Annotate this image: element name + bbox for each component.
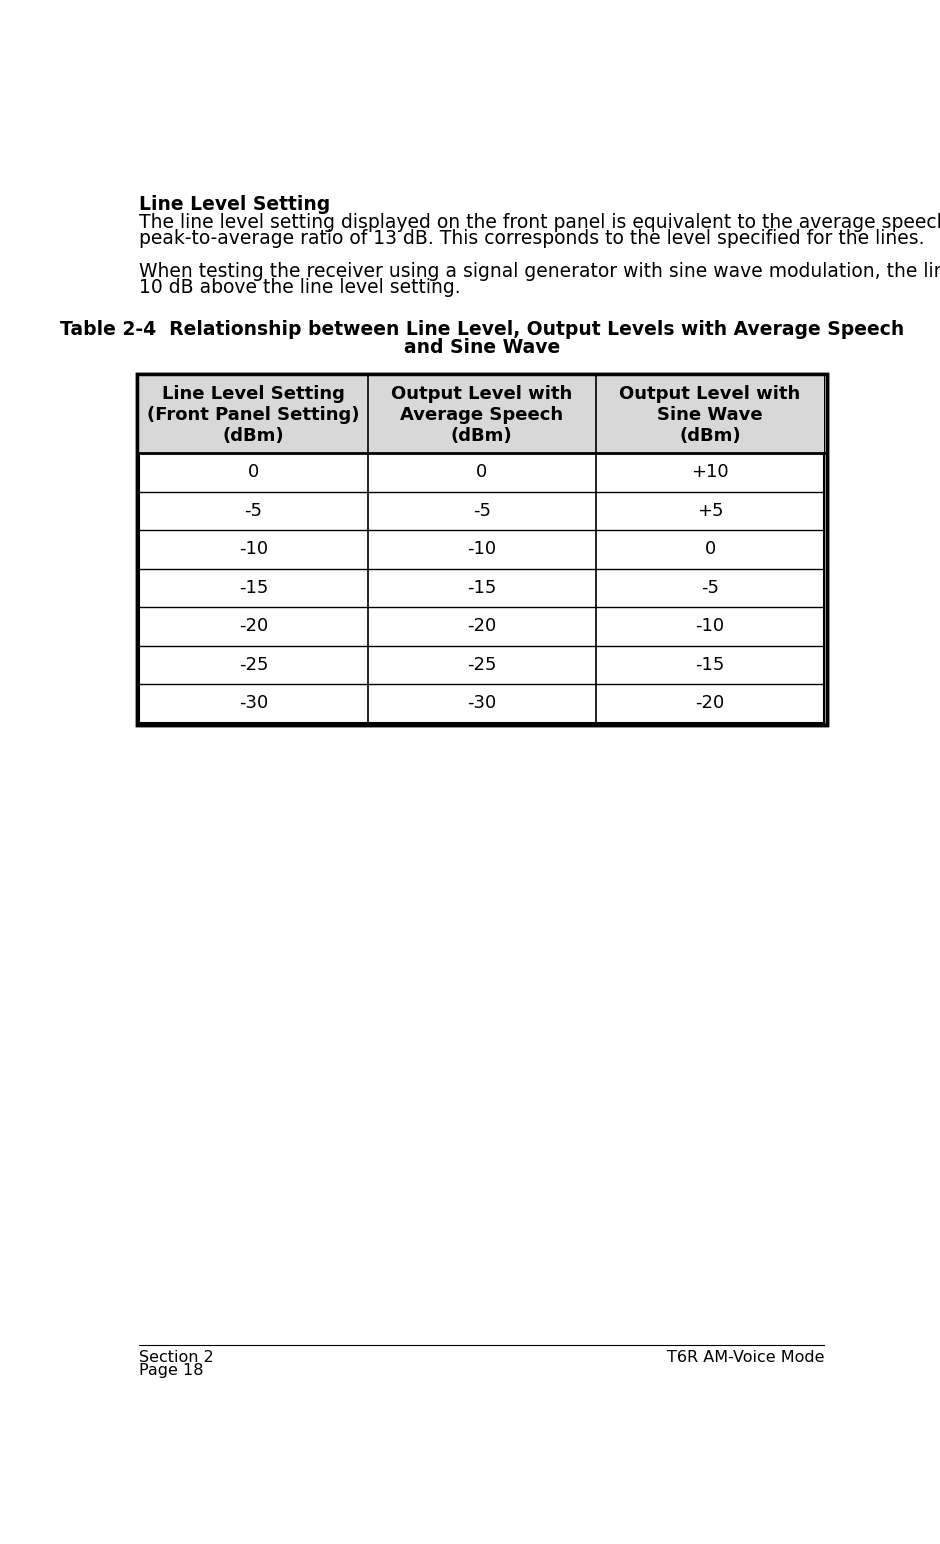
Text: and Sine Wave: and Sine Wave (403, 338, 560, 357)
Text: -10: -10 (239, 540, 268, 559)
Text: Line Level Setting: Line Level Setting (139, 195, 331, 213)
Text: -15: -15 (696, 656, 725, 675)
Text: -25: -25 (467, 656, 496, 675)
Text: +10: +10 (691, 463, 728, 482)
Text: -25: -25 (239, 656, 268, 675)
Text: peak-to-average ratio of 13 dB. This corresponds to the level specified for the : peak-to-average ratio of 13 dB. This cor… (139, 229, 925, 249)
Text: Output Level with
Average Speech
(dBm): Output Level with Average Speech (dBm) (391, 384, 572, 445)
Text: Output Level with
Sine Wave
(dBm): Output Level with Sine Wave (dBm) (619, 384, 801, 445)
Text: 10 dB above the line level setting.: 10 dB above the line level setting. (139, 278, 461, 298)
Bar (139, 377, 824, 723)
Text: -10: -10 (467, 540, 496, 559)
Text: -20: -20 (696, 695, 725, 712)
Bar (137, 374, 826, 726)
Text: -5: -5 (244, 502, 262, 520)
Text: -5: -5 (473, 502, 491, 520)
Text: 0: 0 (248, 463, 259, 482)
Text: -20: -20 (239, 618, 268, 636)
Bar (137, 374, 826, 726)
Bar (139, 377, 824, 454)
Text: Line Level Setting
(Front Panel Setting)
(dBm): Line Level Setting (Front Panel Setting)… (148, 384, 360, 445)
Text: +5: +5 (697, 502, 724, 520)
Text: 0: 0 (704, 540, 715, 559)
Text: Page 18: Page 18 (139, 1363, 204, 1379)
Text: -10: -10 (696, 618, 725, 636)
Text: When testing the receiver using a signal generator with sine wave modulation, th: When testing the receiver using a signal… (139, 262, 940, 281)
Text: -15: -15 (239, 579, 268, 598)
Text: -5: -5 (701, 579, 719, 598)
Text: Table 2-4  Relationship between Line Level, Output Levels with Average Speech: Table 2-4 Relationship between Line Leve… (59, 320, 904, 340)
Text: 0: 0 (477, 463, 487, 482)
Text: -30: -30 (239, 695, 268, 712)
Text: -15: -15 (467, 579, 496, 598)
Text: Section 2: Section 2 (139, 1349, 214, 1365)
Text: T6R AM-Voice Mode: T6R AM-Voice Mode (666, 1349, 824, 1365)
Text: -30: -30 (467, 695, 496, 712)
Text: The line level setting displayed on the front panel is equivalent to the average: The line level setting displayed on the … (139, 213, 940, 232)
Text: -20: -20 (467, 618, 496, 636)
